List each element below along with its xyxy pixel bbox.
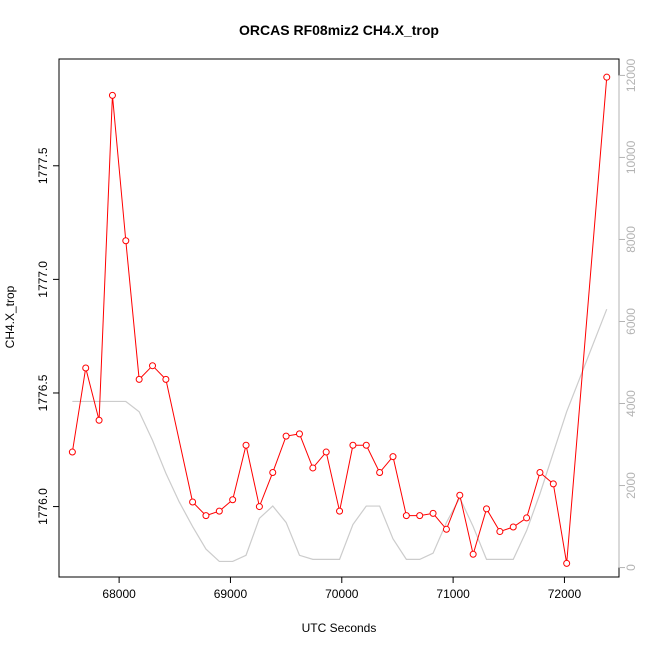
data-point	[215, 507, 223, 515]
data-point	[469, 550, 477, 558]
data-point	[82, 364, 90, 372]
x-tick-label: 72000	[548, 587, 582, 601]
data-point	[496, 528, 504, 536]
y-axis-title: CH4.X_trop	[3, 285, 17, 348]
data-point	[122, 237, 130, 245]
data-point	[402, 512, 410, 520]
data-point	[536, 468, 544, 476]
y2-tick-label: 2000	[624, 472, 638, 499]
y-tick-label: 1776.5	[36, 374, 50, 411]
data-point	[189, 498, 197, 506]
data-point	[229, 496, 237, 504]
data-point	[362, 441, 370, 449]
data-point	[456, 491, 464, 499]
data-point	[509, 523, 517, 531]
y-tick-label: 1776.0	[36, 488, 50, 525]
data-point	[162, 375, 170, 383]
data-point	[309, 464, 317, 472]
y2-tick-label: 6000	[624, 308, 638, 335]
x-tick-label: 71000	[436, 587, 470, 601]
data-point	[295, 430, 303, 438]
chart-title: ORCAS RF08miz2 CH4.X_trop	[239, 22, 439, 38]
data-point	[336, 507, 344, 515]
data-point	[269, 468, 277, 476]
data-point	[416, 512, 424, 520]
data-point	[149, 362, 157, 370]
data-point	[376, 468, 384, 476]
data-point	[322, 448, 330, 456]
series-right-line	[72, 308, 608, 563]
data-point	[523, 514, 531, 522]
y2-tick-label: 0	[624, 564, 638, 571]
data-point	[603, 73, 611, 81]
data-point	[68, 448, 76, 456]
data-point	[242, 441, 250, 449]
y2-tick-label: 8000	[624, 226, 638, 253]
x-tick-label: 68000	[102, 587, 136, 601]
data-point	[95, 416, 103, 424]
data-point	[442, 525, 450, 533]
data-point	[549, 480, 557, 488]
data-point	[282, 432, 290, 440]
data-point	[108, 91, 116, 99]
y2-tick-label: 4000	[624, 390, 638, 417]
y-tick-label: 1777.5	[36, 147, 50, 184]
plot-frame	[58, 58, 620, 578]
data-point	[202, 512, 210, 520]
series-left-line	[71, 77, 608, 564]
x-axis-title: UTC Seconds	[302, 621, 377, 635]
x-tick-label: 70000	[325, 587, 359, 601]
data-point	[483, 505, 491, 513]
data-point	[429, 509, 437, 517]
data-point	[349, 441, 357, 449]
data-point	[255, 503, 263, 511]
data-point	[389, 453, 397, 461]
y-tick-label: 1777.0	[36, 261, 50, 298]
y2-tick-label: 12000	[624, 58, 638, 92]
data-point	[135, 375, 143, 383]
data-point	[563, 559, 571, 567]
y2-tick-label: 10000	[624, 140, 638, 174]
x-tick-label: 69000	[214, 587, 248, 601]
